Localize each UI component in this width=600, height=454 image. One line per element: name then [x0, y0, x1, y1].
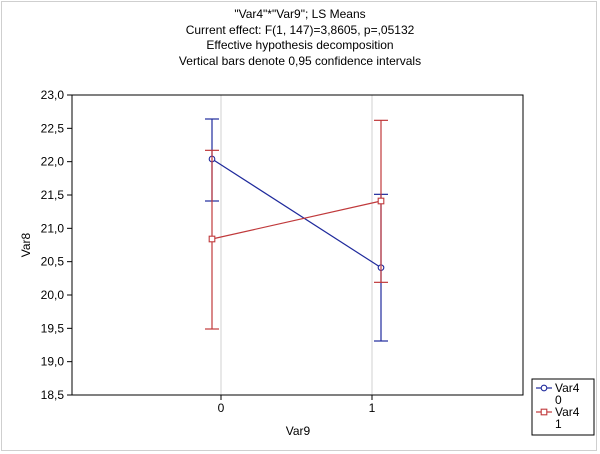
legend-series-name: Var4 — [555, 405, 580, 419]
y-tick-label: 20,5 — [41, 255, 65, 269]
y-tick-label: 21,0 — [41, 221, 65, 235]
y-axis-label: Var8 — [19, 232, 33, 257]
data-point — [208, 235, 216, 243]
y-tick-label: 19,5 — [41, 321, 65, 335]
series-var4-1 — [205, 119, 388, 330]
y-tick-label: 21,5 — [41, 188, 65, 202]
data-point — [377, 197, 385, 205]
title-line-1: "Var4"*"Var9"; LS Means — [234, 7, 366, 21]
series-line — [211, 158, 382, 269]
y-tick-label: 22,0 — [41, 155, 65, 169]
y-tick-label: 23,0 — [41, 88, 65, 102]
legend-series-level: 1 — [555, 417, 562, 431]
legend-series-level: 0 — [555, 393, 562, 407]
x-axis-label: Var9 — [286, 424, 311, 438]
title-line-2: Current effect: F(1, 147)=3,8605, p=,051… — [185, 22, 415, 37]
x-tick-label: 1 — [369, 401, 376, 415]
x-tick-label: 0 — [218, 401, 225, 415]
legend-marker — [540, 384, 548, 392]
y-tick-label: 20,0 — [41, 288, 65, 302]
series-var4-0 — [205, 118, 388, 342]
title-line-3: Effective hypothesis decomposition — [206, 38, 394, 52]
y-tick-label: 19,0 — [41, 355, 65, 369]
chart-title: "Var4"*"Var9"; LS Means Current effect: … — [0, 7, 600, 69]
y-tick-label: 18,5 — [41, 388, 65, 402]
legend-series-name: Var4 — [555, 381, 580, 395]
plot-area — [71, 94, 524, 396]
y-tick-label: 22,5 — [41, 121, 65, 135]
legend-marker — [540, 408, 548, 416]
title-line-4: Vertical bars denote 0,95 confidence int… — [178, 53, 422, 68]
series-line — [211, 200, 382, 240]
